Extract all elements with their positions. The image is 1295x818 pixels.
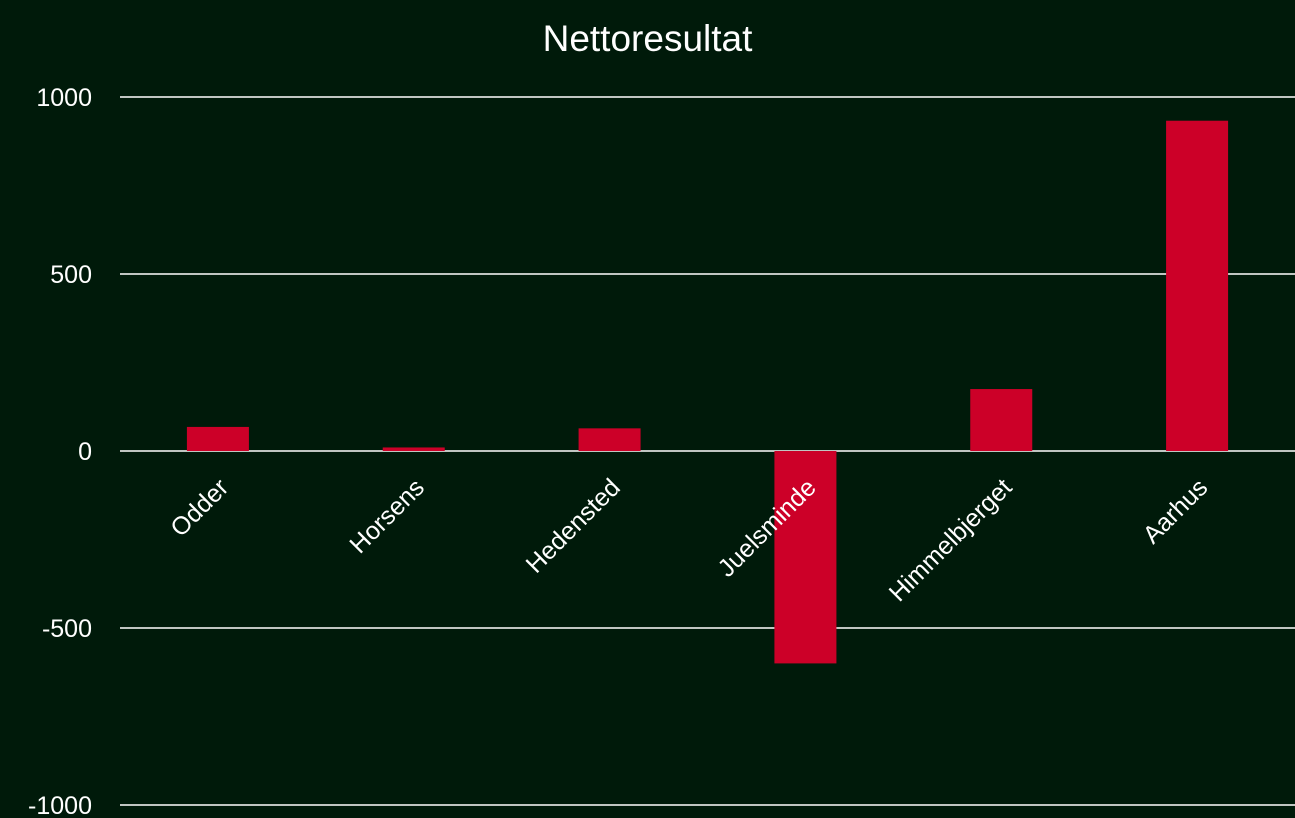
bar-hedensted — [578, 428, 641, 451]
x-tick-label: Aarhus — [1138, 473, 1214, 549]
bar-juelsminde — [774, 451, 837, 664]
y-tick-label: -1000 — [28, 792, 92, 818]
x-tick-label: Horsens — [344, 473, 430, 559]
x-tick-label: Himmelbjerget — [884, 473, 1018, 607]
bar-odder — [186, 426, 249, 451]
bar-horsens — [382, 447, 445, 451]
y-tick-label: 500 — [50, 261, 92, 289]
y-axis-tick-labels: 1000 500 0 -500 -1000 — [28, 84, 92, 818]
x-tick-label: Hedensted — [521, 473, 626, 578]
bars — [186, 120, 1229, 664]
chart-title: Nettoresultat — [542, 18, 753, 59]
bar-himmelbjerget — [970, 389, 1033, 451]
y-tick-label: 0 — [78, 438, 92, 466]
y-tick-label: -500 — [42, 615, 92, 643]
bar-aarhus — [1166, 120, 1229, 451]
x-axis-category-labels: Odder Horsens Hedensted Juelsminde Himmelbje… — [165, 473, 1213, 607]
y-tick-label: 1000 — [36, 84, 92, 112]
x-tick-label: Odder — [165, 473, 234, 542]
gridlines — [120, 96, 1295, 806]
